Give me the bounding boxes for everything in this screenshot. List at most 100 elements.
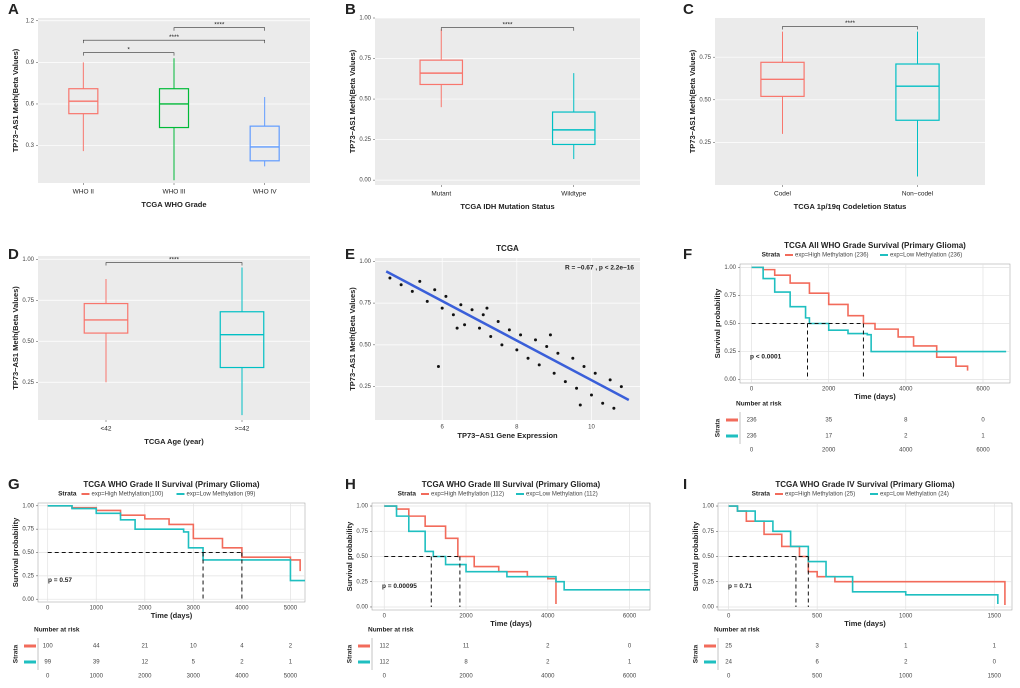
x-tick-label: 500 — [812, 614, 823, 620]
y-tick-label: 0.50 — [699, 97, 711, 103]
legend-label: exp=Low Methylation (99) — [187, 492, 256, 498]
y-axis-label: TP73−AS1 Meth(Beta Values) — [688, 49, 697, 153]
y-axis-label: Survival probability — [345, 521, 354, 591]
x-tick-label: Wildtype — [561, 191, 586, 198]
risk-value: 2 — [546, 644, 550, 650]
risk-x-tick-label: 0 — [727, 674, 731, 680]
risk-value: 99 — [44, 660, 51, 666]
risk-value: 6 — [816, 660, 820, 666]
risk-swatch — [24, 644, 36, 648]
point — [526, 356, 530, 360]
risk-value: 1 — [981, 434, 985, 440]
significance-bracket — [83, 52, 175, 56]
risk-x-tick-label: 2000 — [822, 448, 836, 454]
risk-value: 2 — [289, 644, 293, 650]
point — [455, 326, 459, 330]
risk-x-tick-label: 1000 — [899, 674, 913, 680]
x-tick-label: 0 — [750, 387, 754, 393]
risk-value: 5 — [192, 660, 196, 666]
survival-curve — [384, 505, 650, 591]
y-tick-label: 0.50 — [356, 554, 368, 560]
x-tick-label: WHO II — [73, 189, 94, 196]
y-tick-label: 0.25 — [359, 137, 371, 143]
point — [563, 380, 567, 384]
significance-bracket — [83, 39, 265, 44]
risk-value: 2 — [904, 434, 908, 440]
risk-strata-label: Strata — [693, 644, 700, 663]
risk-value: 39 — [93, 660, 100, 666]
risk-value: 17 — [825, 434, 832, 440]
point — [459, 303, 463, 307]
x-tick-label: WHO III — [162, 189, 185, 196]
point — [552, 371, 556, 375]
significance-bracket — [782, 26, 918, 30]
panel-letter: A — [8, 1, 19, 18]
x-tick-label: 0 — [727, 614, 731, 620]
panel-letter: C — [683, 1, 694, 18]
x-tick-label: 1000 — [899, 614, 913, 620]
chart-title: TCGA WHO Grade II Survival (Primary Glio… — [83, 480, 260, 489]
point — [418, 279, 422, 283]
risk-value: 25 — [725, 644, 732, 650]
y-axis-label: TP73−AS1 Meth(Beta Values) — [348, 287, 357, 391]
y-tick-label: 0.00 — [724, 377, 736, 383]
risk-x-tick-label: 0 — [46, 674, 50, 680]
x-axis-label: TCGA Age (year) — [144, 437, 204, 446]
point — [478, 326, 482, 330]
risk-x-tick-label: 4000 — [541, 674, 555, 680]
risk-title: Number at risk — [368, 627, 414, 634]
point — [589, 393, 593, 397]
x-tick-label: 6 — [441, 425, 445, 431]
point — [601, 401, 605, 405]
box — [551, 111, 596, 146]
risk-value: 8 — [904, 418, 908, 424]
x-axis-label: Time (days) — [151, 611, 193, 620]
point — [619, 385, 623, 389]
panel-letter: I — [683, 476, 687, 493]
risk-swatch — [358, 644, 370, 648]
point — [433, 288, 437, 292]
risk-swatch — [704, 660, 716, 664]
risk-x-tick-label: 1500 — [988, 674, 1002, 680]
legend-label: exp=High Methylation (112) — [431, 492, 504, 498]
risk-strata-label: Strata — [347, 644, 354, 663]
point — [545, 345, 549, 349]
survival-curve — [47, 505, 305, 582]
risk-value: 100 — [43, 644, 54, 650]
point — [533, 338, 537, 342]
y-tick-label: 0.6 — [26, 102, 35, 108]
x-tick-label: 0 — [46, 606, 50, 612]
risk-value: 236 — [747, 434, 758, 440]
risk-value: 1 — [993, 644, 997, 650]
y-axis-label: TP73−AS1 Meth(Beta Values) — [11, 286, 20, 390]
y-tick-label: 0.9 — [26, 60, 35, 66]
box — [219, 311, 265, 369]
legend-label: exp=Low Methylation (112) — [526, 492, 598, 498]
p-value: p = 0.71 — [728, 583, 752, 590]
risk-value: 2 — [546, 660, 550, 666]
risk-value: 3 — [816, 644, 820, 650]
risk-value: 24 — [725, 660, 732, 666]
significance-bracket — [173, 27, 265, 31]
plot-background — [375, 258, 640, 420]
panel-letter: H — [345, 476, 356, 493]
x-tick-label: 2000 — [459, 614, 473, 620]
risk-strata-label: Strata — [715, 418, 722, 437]
chart-title: TCGA — [496, 244, 519, 253]
risk-x-tick-label: 1000 — [90, 674, 104, 680]
risk-value: 2 — [904, 660, 908, 666]
y-tick-label: 1.00 — [359, 16, 371, 22]
risk-x-tick-label: 6000 — [976, 448, 990, 454]
x-tick-label: 10 — [588, 425, 595, 431]
y-tick-label: 0.00 — [22, 597, 34, 603]
y-tick-label: 0.75 — [699, 55, 711, 61]
risk-value: 12 — [141, 660, 148, 666]
point — [556, 351, 560, 355]
risk-swatch — [704, 644, 716, 648]
point — [463, 323, 467, 327]
y-tick-label: 0.25 — [22, 380, 34, 386]
risk-x-tick-label: 0 — [750, 448, 754, 454]
point — [578, 403, 582, 407]
x-tick-label: 5000 — [284, 606, 298, 612]
